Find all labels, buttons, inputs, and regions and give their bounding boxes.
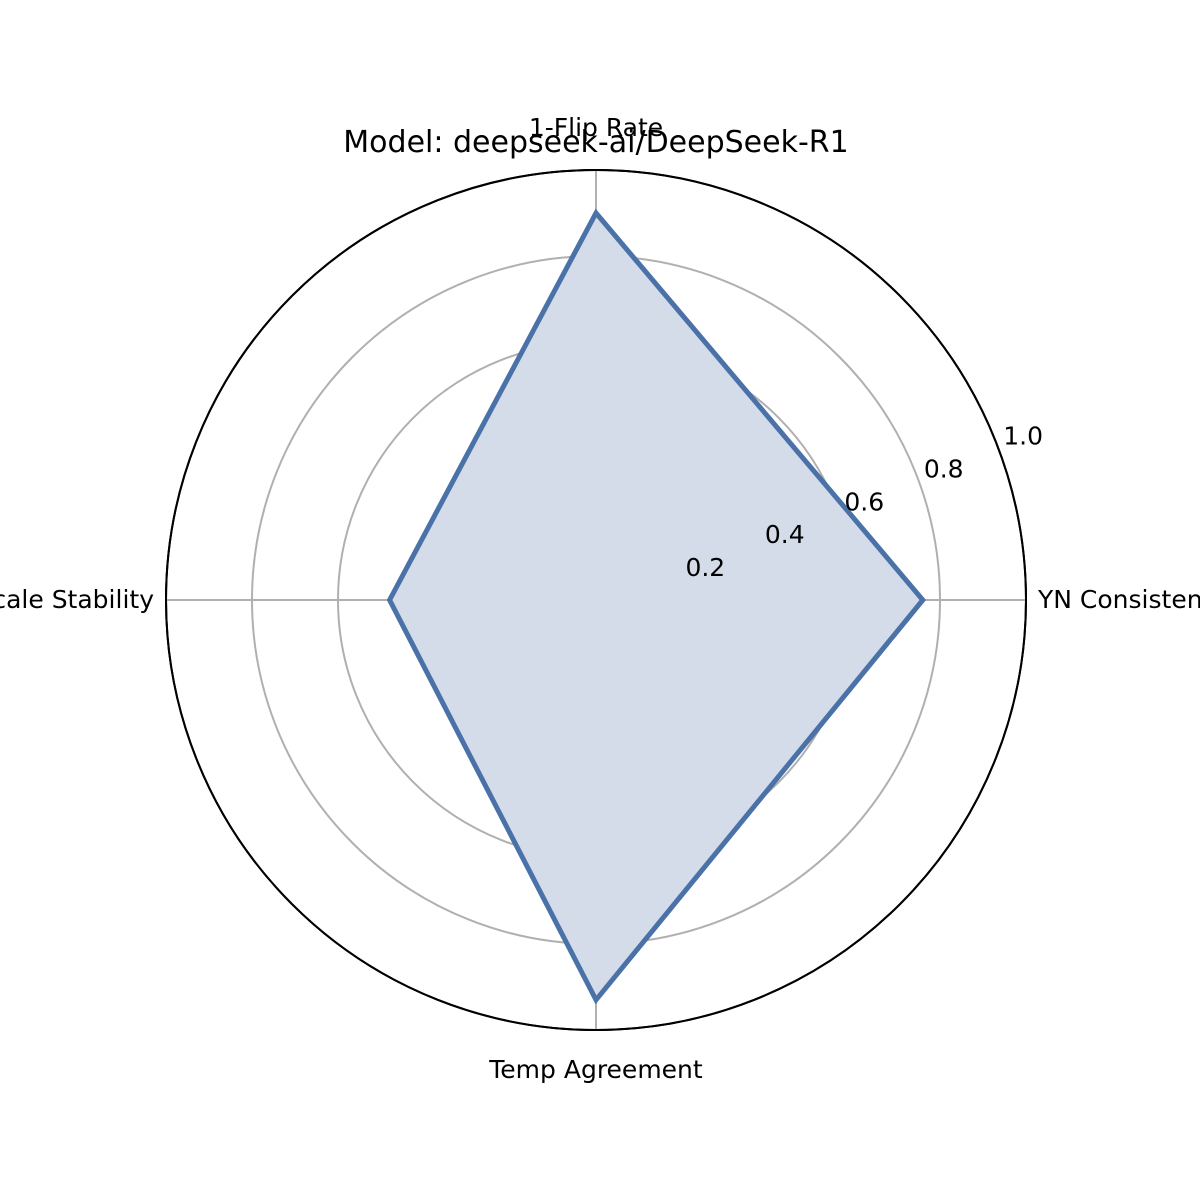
r-tick-label: 0.2 [685, 553, 725, 582]
outer-ring [165, 169, 1027, 1031]
category-label: 1-Flip Rate [529, 113, 663, 142]
label-layer: 0.2 0.4 0.6 0.8 1.0 1-Flip Rate YN Consistency… [0, 113, 1200, 1084]
category-label: Scale Stability [0, 585, 154, 614]
data-point [595, 999, 597, 1001]
r-tick-label: 1.0 [1003, 421, 1043, 450]
r-tick-label: 0.4 [765, 520, 805, 549]
data-point [922, 599, 924, 601]
data-layer [386, 208, 927, 1005]
data-point [389, 599, 391, 601]
category-label: Temp Agreement [488, 1055, 703, 1084]
chart-title: Model: deepseek-ai/DeepSeek-R1 [343, 125, 848, 160]
category-label: YN Consistency [1037, 585, 1200, 614]
data-point [595, 212, 597, 214]
r-tick-label: 0.6 [844, 487, 884, 516]
r-tick-label: 0.8 [924, 454, 964, 483]
series-area [389, 213, 923, 1000]
